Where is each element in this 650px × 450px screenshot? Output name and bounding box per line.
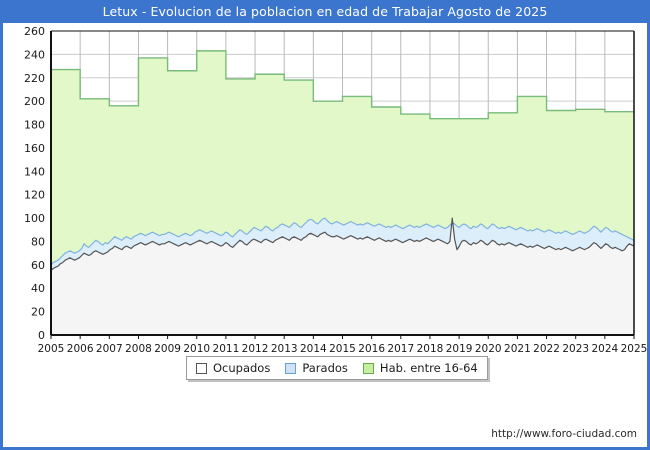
x-axis-tick-label: 2008: [125, 343, 152, 355]
page-title: Letux - Evolucion de la poblacion en eda…: [102, 4, 548, 19]
x-axis-tick-label: 2013: [271, 343, 298, 355]
x-axis-tick-label: 2015: [329, 343, 356, 355]
y-axis-tick-label: 220: [24, 72, 45, 85]
y-axis-tick-label: 40: [31, 282, 45, 295]
y-axis-tick-label: 80: [31, 235, 45, 248]
x-axis-tick-label: 2018: [417, 343, 444, 355]
x-axis-tick-label: 2014: [300, 343, 327, 355]
y-axis-tick-label: 260: [24, 25, 45, 38]
legend-item-ocupados[interactable]: Ocupados: [196, 361, 270, 375]
legend-swatch-ocupados: [196, 362, 207, 374]
window-title-bar: Letux - Evolucion de la poblacion en eda…: [0, 0, 650, 23]
chart-legend: Ocupados Parados Hab. entre 16-64: [186, 356, 488, 380]
x-axis-tick-label: 2016: [358, 343, 385, 355]
x-axis-tick-label: 2023: [562, 343, 589, 355]
x-axis-tick-label: 2007: [96, 343, 123, 355]
x-axis-tick-label: 2017: [387, 343, 414, 355]
chart-svg: 0 20 40 60 80 100 120 140 160 180 200 220 240 260 2005…: [24, 25, 647, 355]
y-axis-tick-label: 20: [31, 306, 45, 319]
legend-label-habitantes: Hab. entre 16-64: [379, 361, 478, 375]
y-axis-tick-label: 0: [38, 329, 45, 342]
x-axis-tick-label: 2021: [504, 343, 531, 355]
legend-item-parados[interactable]: Parados: [285, 361, 348, 375]
x-axis-tick-label: 2012: [242, 343, 269, 355]
legend-swatch-habitantes: [362, 362, 374, 374]
y-axis-tick-label: 60: [31, 259, 45, 272]
plot-area: FORO-CIUDAD.COM 020406080100120140160180…: [3, 23, 647, 447]
x-axis-tick-label: 2025: [621, 343, 647, 355]
series-line-ocupados: [50, 217, 635, 272]
x-axis-tick-label: 2011: [213, 343, 240, 355]
y-axis-tick-label: 100: [24, 212, 45, 225]
y-axis-tick-label: 200: [24, 95, 45, 108]
series-line-habitantes: [51, 50, 634, 120]
y-axis-tick-label: 180: [24, 119, 45, 132]
series-line-parados: [50, 217, 635, 266]
series-mask-ocupados: [51, 218, 634, 335]
y-axis-tick-label: 120: [24, 189, 45, 202]
y-axis-tick-label: 140: [24, 165, 45, 178]
x-axis-tick-label: 2022: [533, 343, 560, 355]
footer-url: http://www.foro-ciudad.com: [491, 428, 637, 440]
x-axis-tick-label: 2010: [183, 343, 210, 355]
x-axis-tick-label: 2005: [38, 343, 65, 355]
y-axis-tick-label: 160: [24, 142, 45, 155]
x-axis-tick-label: 2020: [475, 343, 502, 355]
x-axis-tick-label: 2006: [67, 343, 94, 355]
legend-item-habitantes[interactable]: Hab. entre 16-64: [362, 361, 478, 375]
legend-label-ocupados: Ocupados: [213, 361, 271, 375]
legend-swatch-parados: [285, 362, 297, 374]
legend-label-parados: Parados: [302, 361, 348, 375]
x-axis-tick-label: 2019: [446, 343, 473, 355]
x-axis-tick-label: 2024: [591, 343, 618, 355]
y-axis-tick-label: 240: [24, 48, 45, 61]
x-axis-tick-label: 2009: [154, 343, 181, 355]
